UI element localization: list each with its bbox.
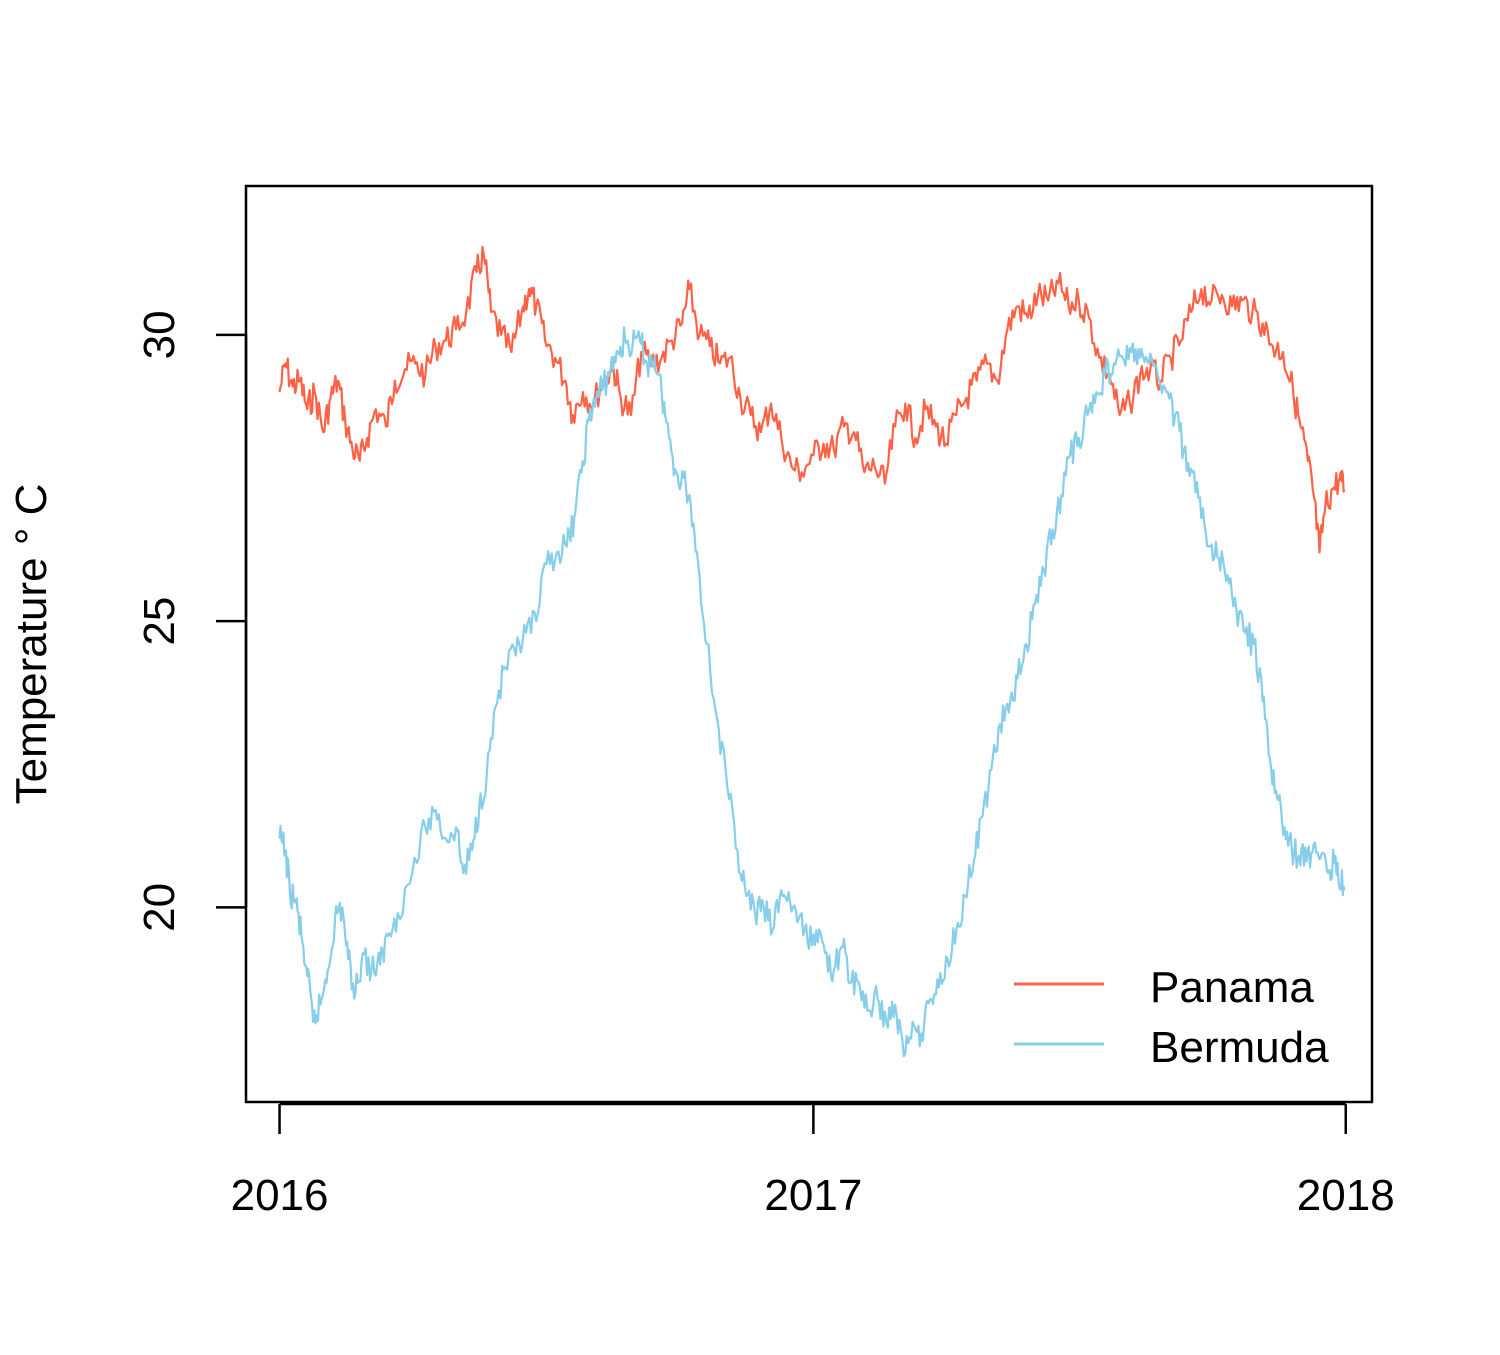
legend-label-panama: Panama — [1150, 963, 1314, 1012]
y-axis-label: Temperature ° C — [7, 484, 56, 805]
series-line-bermuda — [278, 326, 1346, 1058]
y-axis: 20 25 30 — [135, 310, 248, 932]
series-layer — [278, 245, 1346, 1058]
series-line-panama — [278, 245, 1346, 554]
legend-label-bermuda: Bermuda — [1150, 1023, 1329, 1072]
x-tick-label: 2018 — [1297, 1171, 1395, 1220]
x-axis: 2016 2017 2018 — [231, 1102, 1395, 1220]
x-tick-label: 2017 — [764, 1171, 862, 1220]
y-tick-label: 20 — [135, 883, 184, 932]
y-tick-label: 30 — [135, 310, 184, 359]
y-tick-label: 25 — [135, 597, 184, 646]
x-tick-label: 2016 — [231, 1171, 329, 1220]
legend: Panama Bermuda — [1014, 963, 1329, 1072]
